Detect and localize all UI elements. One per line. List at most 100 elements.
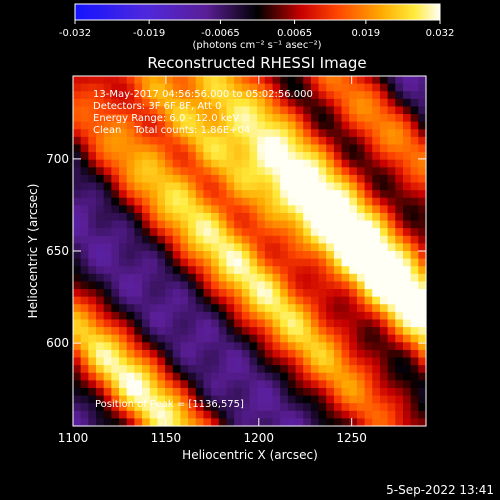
heatmap-cell	[402, 129, 412, 138]
heatmap-cell	[103, 403, 112, 412]
heatmap-cell	[395, 372, 404, 381]
heatmap-cell	[157, 174, 166, 184]
heatmap-cell	[379, 258, 389, 267]
heatmap-cell	[218, 228, 228, 237]
heatmap-cell	[234, 228, 243, 237]
heatmap-cell	[172, 334, 182, 343]
heatmap-cell	[142, 403, 151, 412]
heatmap-cell	[126, 387, 135, 397]
heatmap-cell	[180, 220, 189, 229]
heatmap-cell	[126, 266, 135, 275]
heatmap-cell	[356, 91, 366, 100]
heatmap-cell	[103, 410, 112, 419]
heatmap-cell	[249, 243, 258, 252]
heatmap-cell	[226, 235, 235, 244]
heatmap-cell	[264, 251, 274, 260]
heatmap-cell	[356, 243, 366, 252]
heatmap-cell	[410, 205, 419, 214]
heatmap-cell	[326, 403, 335, 412]
heatmap-cell	[303, 152, 312, 161]
heatmap-cell	[73, 319, 82, 328]
heatmap-cell	[257, 342, 266, 351]
heatmap-cell	[96, 136, 105, 146]
annotation-clean-counts: Clean Total counts: 1.86E+04	[93, 125, 250, 136]
heatmap-cell	[318, 235, 327, 244]
heatmap-cell	[188, 319, 197, 328]
heatmap-cell	[249, 342, 258, 351]
heatmap-cell	[379, 152, 389, 161]
heatmap-cell	[356, 349, 366, 359]
heatmap-cell	[310, 212, 320, 222]
heatmap-cell	[80, 190, 89, 199]
heatmap-cell	[349, 106, 358, 115]
heatmap-cell	[272, 159, 281, 168]
heatmap-cell	[119, 114, 128, 123]
heatmap-cell	[372, 220, 381, 229]
heatmap-cell	[333, 296, 343, 305]
heatmap-cell	[341, 334, 350, 343]
heatmap-cell	[395, 266, 404, 275]
heatmap-cell	[126, 167, 135, 176]
heatmap-cell	[257, 205, 266, 214]
heatmap-cell	[218, 296, 228, 305]
heatmap-cell	[195, 91, 205, 100]
heatmap-cell	[249, 190, 258, 199]
heatmap-cell	[295, 136, 304, 146]
heatmap-cell	[234, 152, 243, 161]
heatmap-cell	[257, 311, 266, 321]
heatmap-cell	[195, 182, 205, 191]
heatmap-cell	[211, 258, 220, 267]
x-tick-label: 1250	[336, 431, 367, 445]
heatmap-cell	[418, 152, 427, 161]
heatmap-cell	[226, 243, 235, 252]
heatmap-cell	[387, 228, 396, 237]
heatmap-cell	[80, 258, 89, 267]
heatmap-cell	[287, 205, 297, 214]
heatmap-cell	[249, 152, 258, 161]
heatmap-cell	[218, 304, 228, 313]
heatmap-cell	[318, 410, 327, 419]
heatmap-cell	[172, 83, 182, 92]
heatmap-cell	[195, 281, 205, 290]
heatmap-cell	[257, 273, 266, 283]
heatmap-cell	[303, 83, 312, 92]
heatmap-cell	[157, 114, 166, 123]
heatmap-cell	[172, 296, 182, 305]
heatmap-cell	[111, 98, 120, 108]
heatmap-cell	[119, 129, 128, 138]
heatmap-cell	[249, 418, 258, 427]
heatmap-cell	[395, 387, 404, 397]
heatmap-cell	[356, 273, 366, 283]
heatmap-cell	[119, 251, 128, 260]
heatmap-cell	[172, 410, 182, 419]
heatmap-cell	[318, 91, 327, 100]
heatmap-cell	[395, 167, 404, 176]
heatmap-cell	[73, 121, 82, 130]
heatmap-cell	[73, 365, 82, 374]
heatmap-cell	[410, 304, 419, 313]
heatmap-cell	[73, 91, 82, 100]
heatmap-cell	[226, 403, 235, 412]
heatmap-cell	[157, 205, 166, 214]
heatmap-cell	[180, 83, 189, 92]
heatmap-cell	[234, 418, 243, 427]
heatmap-cell	[410, 212, 419, 222]
heatmap-cell	[249, 334, 258, 343]
heatmap-cell	[303, 235, 312, 244]
heatmap-cell	[326, 228, 335, 237]
heatmap-cell	[165, 266, 174, 275]
heatmap-cell	[195, 159, 205, 168]
heatmap-cell	[349, 212, 358, 222]
heatmap-cell	[111, 387, 120, 397]
heatmap-cell	[303, 289, 312, 298]
heatmap-cell	[356, 114, 366, 123]
heatmap-cell	[103, 152, 112, 161]
heatmap-cell	[149, 365, 159, 374]
colorbar-tick-label: -0.032	[59, 28, 91, 39]
heatmap-cell	[226, 174, 235, 184]
heatmap-cell	[333, 372, 343, 381]
heatmap-cell	[134, 266, 143, 275]
heatmap-cell	[395, 410, 404, 419]
heatmap-cell	[272, 136, 281, 146]
heatmap-cell	[249, 349, 258, 359]
